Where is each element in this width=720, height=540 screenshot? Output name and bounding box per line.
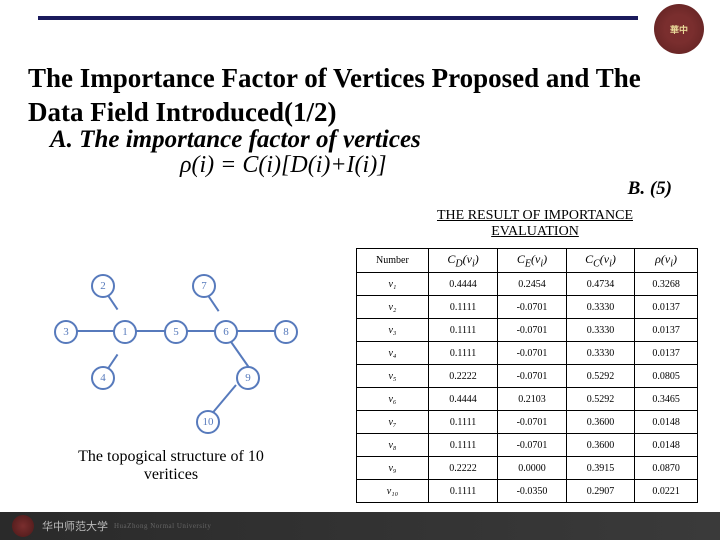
table-cell: v₉: [357, 457, 429, 480]
table-cell: -0.0701: [498, 342, 567, 365]
table-cell: v₈: [357, 434, 429, 457]
table-row: v₆0.44440.21030.52920.3465: [357, 388, 698, 411]
col-cc: CC(vi): [566, 249, 634, 273]
table-cell: 0.0000: [498, 457, 567, 480]
graph-edge: [185, 330, 215, 332]
topology-diagram: 1 234 5 6 7 89 10: [36, 260, 326, 440]
table-cell: 0.3915: [566, 457, 634, 480]
table-cell: v₇: [357, 411, 429, 434]
table-cell: 0.3600: [566, 434, 634, 457]
table-row: v₇0.1111-0.07010.36000.0148: [357, 411, 698, 434]
graph-edge: [228, 338, 250, 369]
col-rho: ρ(vi): [635, 249, 698, 273]
footer-university-cn: 华中师范大学: [42, 518, 108, 534]
table-cell: 0.3330: [566, 342, 634, 365]
graph-node: 7: [192, 274, 216, 298]
footer-university-en: HuaZhong Normal University: [114, 522, 211, 530]
table-cell: 0.2907: [566, 480, 634, 503]
table-cell: 0.1111: [428, 434, 497, 457]
col-cd: CD(vi): [428, 249, 497, 273]
table-cell: 0.3330: [566, 296, 634, 319]
table-row: v₁₀0.1111-0.03500.29070.0221: [357, 480, 698, 503]
university-logo: 華中: [654, 4, 704, 54]
table-cell: -0.0701: [498, 319, 567, 342]
table-cell: 0.2103: [498, 388, 567, 411]
formula: ρ(i) = C(i)[D(i)+I(i)]: [180, 152, 387, 179]
table-cell: 0.2454: [498, 273, 567, 296]
table-cell: 0.0148: [635, 411, 698, 434]
col-ce: CE(vi): [498, 249, 567, 273]
table-cell: 0.2222: [428, 457, 497, 480]
table-row: v₁0.44440.24540.47340.3268: [357, 273, 698, 296]
diagram-caption: The topogical structure of 10 veritices: [56, 448, 286, 484]
graph-edge: [134, 330, 166, 332]
table-row: v₄0.1111-0.07010.33300.0137: [357, 342, 698, 365]
table-row: v₂0.1111-0.07010.33300.0137: [357, 296, 698, 319]
table-cell: 0.4734: [566, 273, 634, 296]
table-cell: v₁₀: [357, 480, 429, 503]
table-cell: 0.3268: [635, 273, 698, 296]
table-caption: THE RESULT OF IMPORTANCE EVALUATION: [400, 208, 670, 240]
table-cell: -0.0701: [498, 411, 567, 434]
graph-node: 10: [196, 410, 220, 434]
table-cell: v₃: [357, 319, 429, 342]
graph-node: 4: [91, 366, 115, 390]
table-cell: 0.1111: [428, 319, 497, 342]
table-cell: 0.0221: [635, 480, 698, 503]
footer-logo-icon: [12, 515, 34, 537]
table-cell: 0.2222: [428, 365, 497, 388]
table-row: v₈0.1111-0.07010.36000.0148: [357, 434, 698, 457]
graph-node: 9: [236, 366, 260, 390]
table-cell: v₆: [357, 388, 429, 411]
table-row: v₅0.2222-0.07010.52920.0805: [357, 365, 698, 388]
page-title: The Importance Factor of Vertices Propos…: [28, 62, 692, 130]
table-cell: 0.0870: [635, 457, 698, 480]
graph-node: 6: [214, 320, 238, 344]
header-rule-thin: [38, 19, 638, 20]
table-cell: 0.3330: [566, 319, 634, 342]
footer: 华中师范大学 HuaZhong Normal University: [0, 512, 720, 540]
section-a-heading: A. The importance factor of vertices: [50, 126, 421, 154]
table-cell: v₁: [357, 273, 429, 296]
table-cell: 0.5292: [566, 388, 634, 411]
table-cell: v₅: [357, 365, 429, 388]
table-cell: 0.1111: [428, 296, 497, 319]
table-cell: -0.0701: [498, 434, 567, 457]
table-cell: -0.0350: [498, 480, 567, 503]
table-cell: 0.4444: [428, 388, 497, 411]
table-cell: 0.1111: [428, 480, 497, 503]
table-row: v₃0.1111-0.07010.33300.0137: [357, 319, 698, 342]
table-cell: 0.4444: [428, 273, 497, 296]
table-cell: 0.1111: [428, 411, 497, 434]
graph-node: 2: [91, 274, 115, 298]
section-b-label: B. (5): [628, 178, 672, 200]
table-cell: 0.5292: [566, 365, 634, 388]
result-table: Number CD(vi) CE(vi) CC(vi) ρ(vi) v₁0.44…: [356, 248, 698, 503]
table-cell: 0.0805: [635, 365, 698, 388]
graph-node: 3: [54, 320, 78, 344]
graph-edge: [235, 330, 275, 332]
logo-text: 華中: [670, 23, 688, 36]
table-cell: 0.0148: [635, 434, 698, 457]
table-cell: 0.1111: [428, 342, 497, 365]
table-cell: -0.0701: [498, 296, 567, 319]
table-cell: 0.0137: [635, 342, 698, 365]
table-row: v₉0.22220.00000.39150.0870: [357, 457, 698, 480]
table-cell: v₄: [357, 342, 429, 365]
col-number: Number: [357, 249, 429, 273]
graph-node: 1: [113, 320, 137, 344]
table-cell: 0.3465: [635, 388, 698, 411]
graph-node: 5: [164, 320, 188, 344]
table-header-row: Number CD(vi) CE(vi) CC(vi) ρ(vi): [357, 249, 698, 273]
table-cell: v₂: [357, 296, 429, 319]
table-cell: 0.0137: [635, 296, 698, 319]
table-cell: -0.0701: [498, 365, 567, 388]
table-cell: 0.0137: [635, 319, 698, 342]
graph-node: 8: [274, 320, 298, 344]
table-cell: 0.3600: [566, 411, 634, 434]
